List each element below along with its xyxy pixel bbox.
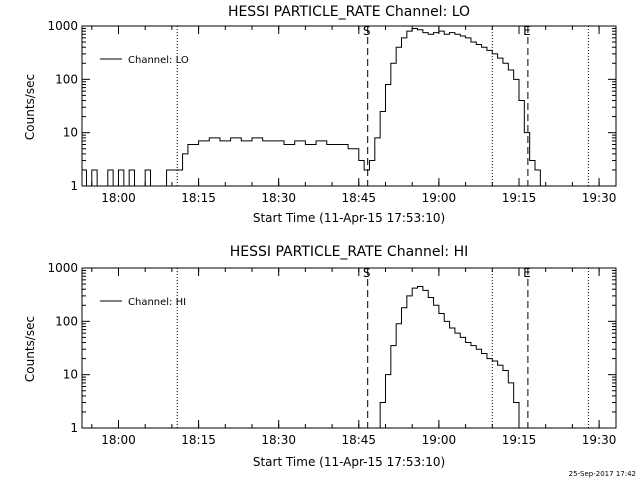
chart-1-x-axis-label: Start Time (11-Apr-15 17:53:10) [253, 211, 445, 225]
chart-1-plot-frame [81, 25, 617, 187]
chart-2-x-tick-label: 19:30 [582, 433, 617, 447]
chart-1-marker-label-e: E [523, 24, 531, 38]
chart-1-y-tick-label: 10 [63, 126, 78, 140]
chart-2-x-tick-label: 18:15 [181, 433, 216, 447]
chart-2-x-tick-label: 19:00 [422, 433, 457, 447]
chart-1-y-tick-label: 1000 [47, 19, 78, 33]
chart-2-x-tick-label: 18:45 [341, 433, 376, 447]
chart-2-y-axis-label: Counts/sec [23, 316, 37, 382]
chart-2-plot-frame [81, 267, 617, 429]
chart-1-legend-label: Channel: LO [128, 55, 189, 66]
chart-1-y-tick-label: 1 [70, 179, 78, 193]
chart-2-title: HESSI PARTICLE_RATE Channel: HI [230, 244, 468, 260]
chart-2-marker-label-e: E [523, 266, 531, 280]
chart-2-x-tick-label: 18:00 [101, 433, 136, 447]
chart-1-x-tick-label: 19:15 [502, 191, 537, 205]
chart-2-y-tick-label: 10 [63, 368, 78, 382]
chart-1-x-tick-label: 18:45 [341, 191, 376, 205]
chart-1-x-tick-label: 18:00 [101, 191, 136, 205]
footer-timestamp: 25-Sep-2017 17:42 [569, 470, 636, 478]
chart-2-y-tick-label: 1 [70, 421, 78, 435]
chart-2-marker-label-s: S [363, 266, 371, 280]
chart-1-marker-label-s: S [363, 24, 371, 38]
chart-2-y-tick-label: 100 [55, 314, 78, 328]
chart-2-series-line-1 [374, 285, 520, 429]
chart-1-plot-area: 1 10 100 1000 18:00 18:15 18:30 18:45 19:00 19:15… [47, 19, 617, 205]
chart-1-x-tick-label: 19:30 [582, 191, 617, 205]
chart-1-title: HESSI PARTICLE_RATE Channel: LO [228, 4, 470, 20]
chart-2-legend-label: Channel: HI [128, 297, 186, 308]
chart-2-x-axis-label: Start Time (11-Apr-15 17:53:10) [253, 455, 445, 469]
chart-1-x-tick-label: 18:30 [261, 191, 296, 205]
chart-2-x-tick-label: 18:30 [261, 433, 296, 447]
chart-1-series-line-1 [82, 27, 589, 187]
chart-1-y-tick-label: 100 [55, 72, 78, 86]
chart-2-y-tick-label: 1000 [47, 261, 78, 275]
chart-2-plot-area: 1 10 100 1000 18:00 18:15 18:30 18:45 19:00 19:15… [47, 261, 617, 447]
chart-1-y-axis-label: Counts/sec [23, 74, 37, 140]
chart-1-x-tick-label: 19:00 [422, 191, 457, 205]
chart-2-x-tick-label: 19:15 [502, 433, 537, 447]
chart-1-x-tick-label: 18:15 [181, 191, 216, 205]
